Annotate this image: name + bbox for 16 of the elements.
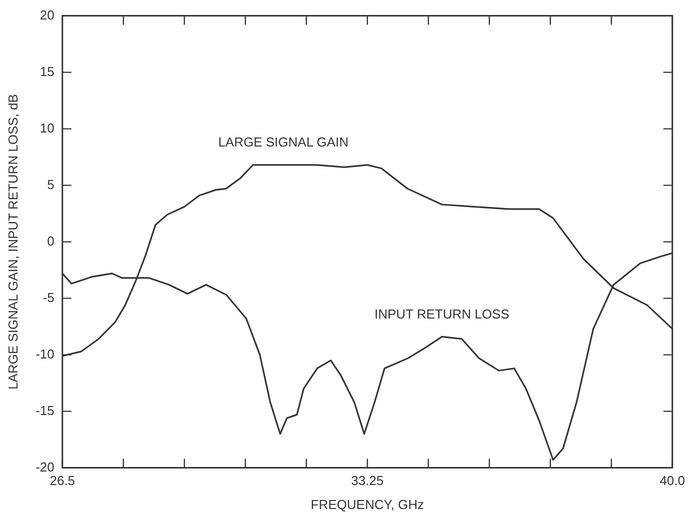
y-tick-label: 5: [47, 176, 54, 192]
y-tick-label: 15: [40, 64, 54, 79]
y-tick-label: -20: [36, 459, 54, 474]
x-tick-label: 26.5: [50, 473, 76, 488]
series-label: LARGE SIGNAL GAIN: [218, 134, 348, 150]
x-tick-label: 40.0: [660, 473, 686, 488]
y-tick-label: 0: [47, 233, 54, 248]
y-tick-label: 20: [40, 7, 54, 22]
series-label: INPUT RETURN LOSS: [374, 306, 510, 322]
y-axis-title: LARGE SIGNAL GAIN, INPUT RETURN LOSS, dB: [5, 94, 20, 390]
y-tick-label: -5: [42, 290, 54, 305]
y-tick-label: 10: [40, 120, 54, 136]
x-axis-title: FREQUENCY, GHz: [310, 496, 424, 512]
y-tick-label: -10: [36, 346, 54, 362]
x-tick-label: 33.25: [351, 473, 384, 488]
y-tick-label: -15: [36, 402, 54, 418]
